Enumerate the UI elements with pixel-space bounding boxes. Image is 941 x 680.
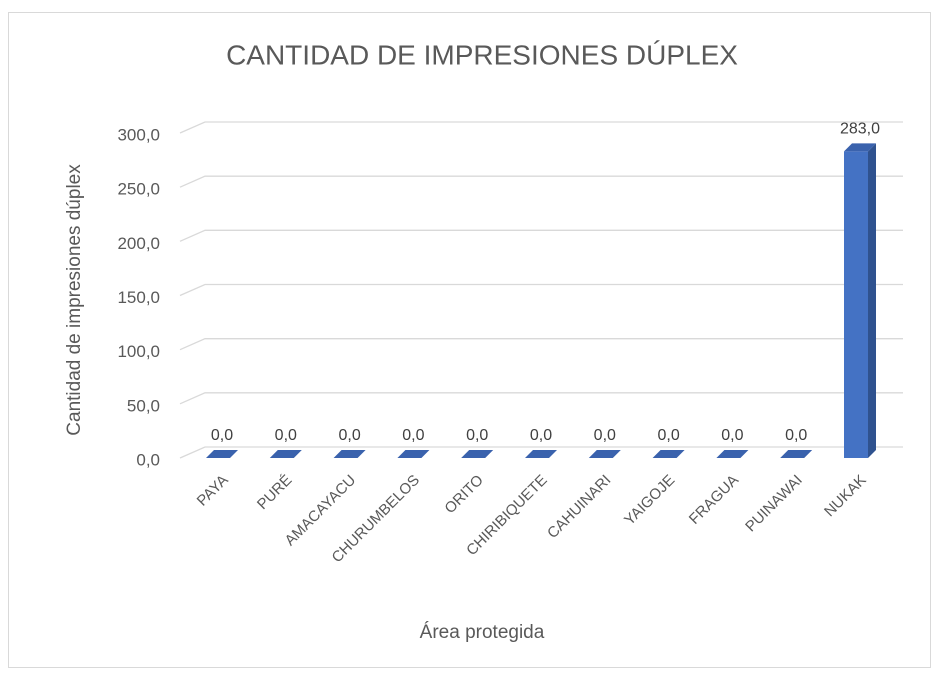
- value-label: 0,0: [594, 427, 616, 444]
- bar-top: [333, 450, 366, 458]
- value-label: 0,0: [657, 427, 679, 444]
- chart-title: CANTIDAD DE IMPRESIONES DÚPLEX: [226, 39, 738, 70]
- value-label: 0,0: [466, 427, 488, 444]
- y-tick-label: 200,0: [117, 234, 160, 253]
- value-label: 0,0: [402, 427, 424, 444]
- y-axis-title: Cantidad de impresiones dúplex: [64, 164, 85, 436]
- bar-top: [780, 450, 813, 458]
- y-tick-label: 50,0: [127, 396, 160, 415]
- x-axis-title: Área protegida: [420, 622, 545, 643]
- value-label: 0,0: [530, 427, 552, 444]
- grid-line: [179, 175, 903, 188]
- chart-border: [8, 12, 931, 668]
- y-tick-label: 300,0: [117, 125, 160, 144]
- bar-top: [844, 143, 876, 152]
- grid-line: [179, 229, 903, 242]
- grid-line: [179, 392, 903, 405]
- grid-line: [179, 338, 903, 351]
- value-label: 0,0: [275, 427, 297, 444]
- value-label: 0,0: [338, 427, 360, 444]
- bar-top: [461, 450, 494, 458]
- value-label: 0,0: [721, 427, 743, 444]
- bar-top: [588, 450, 621, 458]
- y-tick-label: 0,0: [136, 450, 160, 469]
- bar-side: [868, 143, 876, 458]
- bar-top: [525, 450, 557, 458]
- y-tick-label: 150,0: [117, 288, 160, 307]
- bar-top: [269, 450, 302, 458]
- grid-line: [179, 283, 903, 297]
- bar-top: [206, 450, 238, 458]
- grid-line: [179, 446, 903, 459]
- y-tick-label: 100,0: [117, 342, 160, 361]
- bar-top: [652, 450, 685, 458]
- bar: [844, 151, 868, 458]
- grid-line: [179, 121, 903, 134]
- value-label: 0,0: [211, 427, 233, 444]
- bar-top: [716, 450, 749, 458]
- value-label: 283,0: [840, 121, 880, 138]
- bar-top: [397, 450, 430, 458]
- y-tick-label: 250,0: [117, 180, 160, 199]
- value-label: 0,0: [785, 427, 807, 444]
